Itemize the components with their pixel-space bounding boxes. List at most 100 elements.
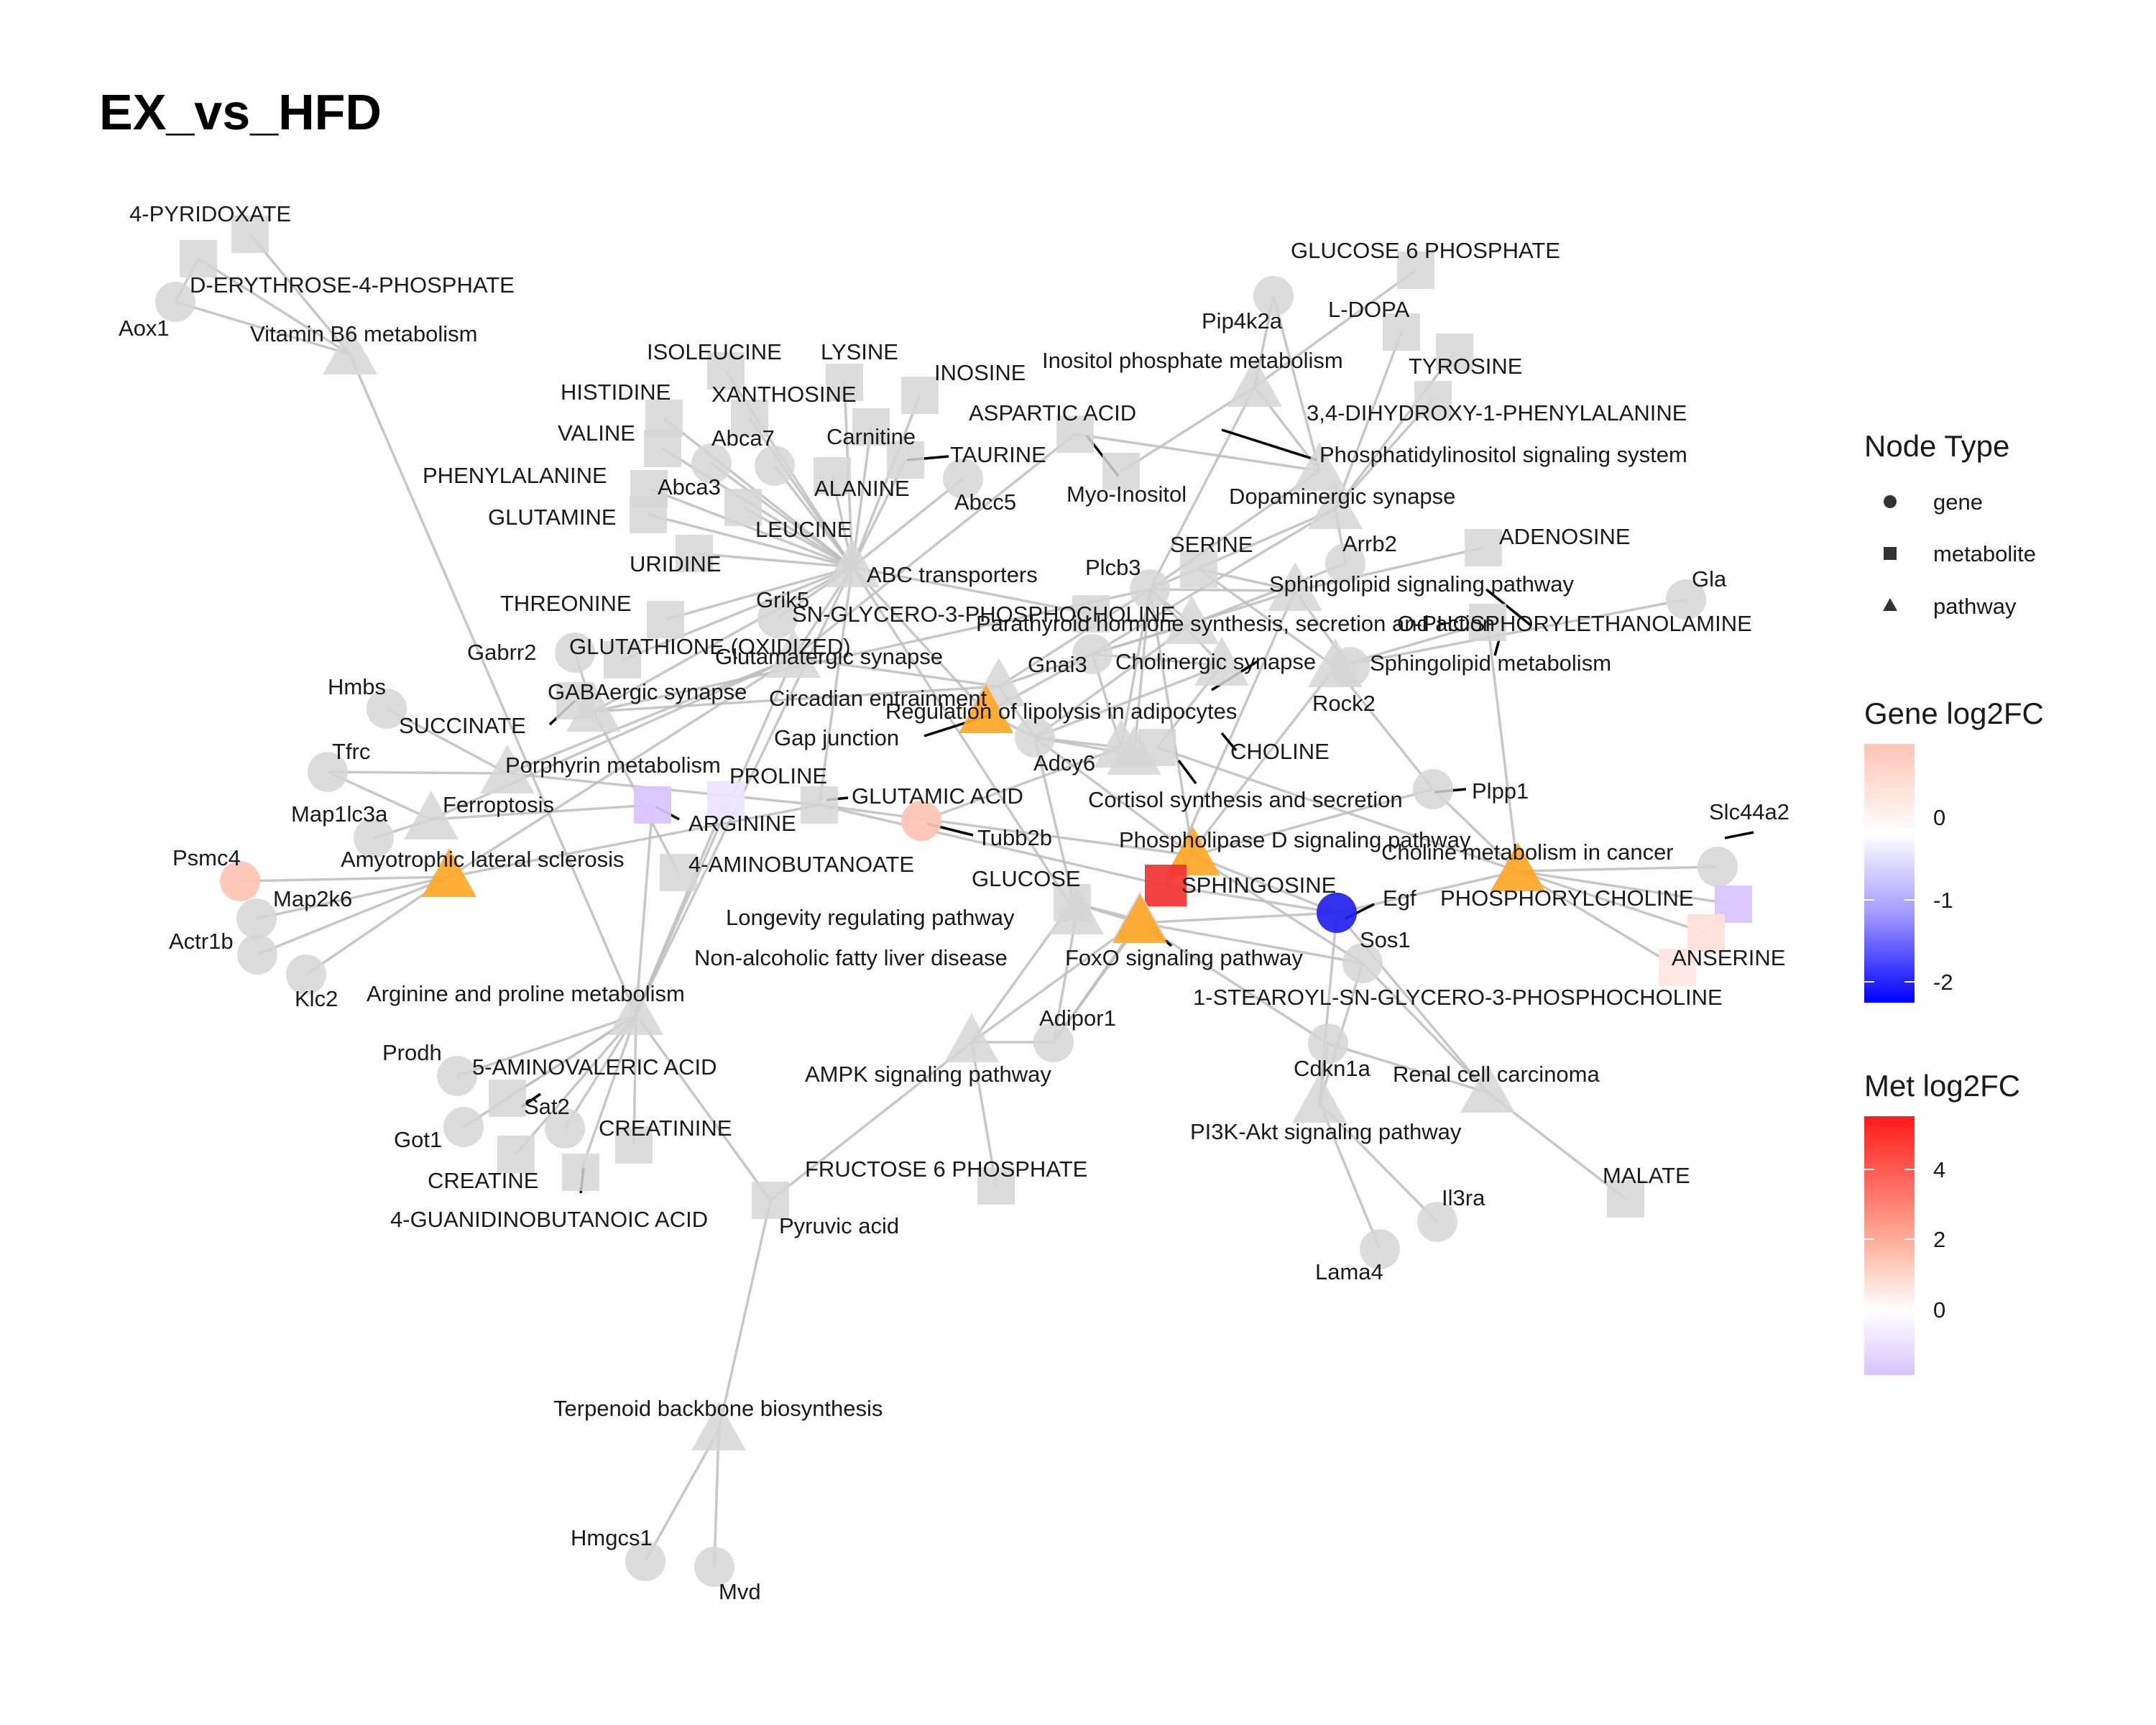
leucine-label: LEUCINE <box>755 517 852 542</box>
hmbs-label: Hmbs <box>328 674 386 699</box>
map1lc3a-gene-node <box>354 818 394 858</box>
carnitine-metabolite-node <box>852 408 890 446</box>
gabrr2-gene-node <box>555 632 595 673</box>
glucose-6-phosphate-label: GLUCOSE 6 PHOSPHATE <box>1291 238 1560 263</box>
met-tick-2: 2 <box>1933 1227 1945 1252</box>
plpp1-gene-node <box>1413 769 1453 809</box>
gene-tick-0: 0 <box>1933 805 1945 830</box>
edge <box>1334 666 1434 791</box>
legend-pathway-label: pathway <box>1933 594 2017 619</box>
edge <box>1033 736 1194 857</box>
edge <box>852 566 1092 615</box>
phospholipase-d-signaling-pathway-label: Phospholipase D signaling pathway <box>1119 827 1471 852</box>
tyrosine-metabolite-node <box>1436 334 1473 371</box>
rock2-gene-node <box>1330 647 1370 687</box>
fructose-6-phosphate-metabolite-node <box>977 1167 1015 1205</box>
edge <box>1052 914 1078 1043</box>
edge <box>1517 865 1718 873</box>
4-pyridoxate-label: 4-PYRIDOXATE <box>129 201 291 226</box>
foxo-signaling-pathway-pathway-node <box>1112 894 1167 943</box>
parathyroid-hormone-synthesis-secretion-and-action-pathway-node <box>1164 595 1219 644</box>
abc-transporters-pathway-node <box>825 538 880 587</box>
edge <box>507 656 794 775</box>
tubb2b-gene-node <box>901 801 941 841</box>
cortisol-synthesis-and-secretion-pathway-node <box>1107 726 1161 775</box>
l-dopa-metabolite-node <box>1383 313 1420 351</box>
4-pyridoxate-metabolite-node <box>231 216 269 253</box>
edge <box>1335 911 1489 1094</box>
regulation-of-lipolysis-in-adipocytes-pathway-node <box>959 684 1013 733</box>
abca3-label: Abca3 <box>658 474 721 500</box>
legend-met-log2fc-title: Met log2FC <box>1864 1069 2020 1103</box>
label-leader-line <box>1485 588 1532 627</box>
adcy6-gene-node <box>1015 717 1055 758</box>
edge <box>515 1013 637 1156</box>
gabrr2-label: Gabrr2 <box>467 640 536 665</box>
edge <box>1318 912 1338 1103</box>
porphyrin-metabolism-label: Porphyrin metabolism <box>505 753 721 778</box>
histidine-label: HISTIDINE <box>561 380 671 405</box>
edge <box>622 566 853 661</box>
edge <box>327 770 508 775</box>
malate-metabolite-node <box>1607 1180 1644 1218</box>
edge <box>1148 589 1194 856</box>
mvd-gene-node <box>694 1547 734 1587</box>
glutamine-metabolite-node <box>630 496 667 533</box>
edge <box>430 804 653 821</box>
edge <box>1361 962 1489 1094</box>
edge <box>648 513 853 569</box>
sos1-gene-node <box>1342 943 1383 983</box>
threonine-label: THREONINE <box>500 591 632 616</box>
glucose-6-phosphate-metabolite-node <box>1397 252 1434 289</box>
edge <box>1139 911 1337 924</box>
edge <box>635 804 654 1016</box>
label-leader-line <box>1220 732 1238 752</box>
amyotrophic-lateral-sclerosis-pathway-node <box>422 848 476 897</box>
aspartic-acid-metabolite-node <box>1056 415 1094 453</box>
anserine-metabolite-node <box>1687 914 1725 952</box>
parathyroid-hormone-synthesis-secretion-and-action-label: Parathyroid hormone synthesis, secretion… <box>976 611 1495 636</box>
tyrosine-label: TYROSINE <box>1409 354 1522 379</box>
psmc4-label: Psmc4 <box>172 845 241 870</box>
met-tick-4: 4 <box>1933 1157 1945 1182</box>
terpenoid-backbone-biosynthesis-label: Terpenoid backbone biosynthesis <box>553 1396 883 1421</box>
edge <box>717 1200 772 1431</box>
edge <box>593 685 1000 713</box>
edge <box>748 418 854 568</box>
longevity-regulating-pathway-pathway-node <box>1049 886 1104 934</box>
slc44a2-gene-node <box>1697 847 1738 887</box>
inosine-label: INOSINE <box>934 360 1026 385</box>
gap-junction-label: Gap junction <box>774 725 899 750</box>
choline-metabolism-in-cancer-label: Choline metabolism in cancer <box>1381 840 1674 865</box>
edge <box>349 354 637 1016</box>
myo-inositol-label: Myo-Inositol <box>1067 482 1187 507</box>
legend-node-type-title: Node Type <box>1864 429 2009 463</box>
nodes <box>155 216 1752 1587</box>
sn-glycero-3-phosphocholine-label: SN-GLYCERO-3-PHOSPHOCHOLINE <box>792 602 1175 627</box>
pyruvic-acid-metabolite-node <box>752 1182 789 1219</box>
edge <box>239 875 450 883</box>
renal-cell-carcinoma-label: Renal cell carcinoma <box>1393 1062 1600 1087</box>
edge <box>1486 622 1519 872</box>
edge <box>851 426 872 568</box>
edge <box>1149 588 1296 592</box>
edge <box>635 657 795 1016</box>
xanthosine-metabolite-node <box>731 400 768 437</box>
legend-square-icon <box>1884 547 1897 560</box>
edge <box>448 656 794 878</box>
edge <box>1336 870 1519 914</box>
edge <box>1517 870 1734 906</box>
phosphorylcholine-label: PHOSPHORYLCHOLINE <box>1440 886 1694 911</box>
egf-gene-node <box>1317 893 1357 933</box>
edge <box>257 875 450 956</box>
actr1b-gene-node <box>237 934 277 975</box>
ferroptosis-label: Ferroptosis <box>443 792 554 817</box>
phospholipase-d-signaling-pathway-pathway-node <box>1166 827 1220 875</box>
edge <box>593 588 1151 713</box>
isoleucine-metabolite-node <box>707 352 745 390</box>
edge <box>773 464 854 569</box>
edge <box>1165 884 1337 914</box>
d-erythrose-4-phosphate-metabolite-node <box>180 240 217 277</box>
sphingolipid-signaling-pathway-label: Sphingolipid signaling pathway <box>1269 571 1574 597</box>
edge <box>851 566 987 714</box>
